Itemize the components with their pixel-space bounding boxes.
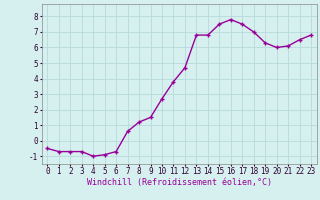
X-axis label: Windchill (Refroidissement éolien,°C): Windchill (Refroidissement éolien,°C) [87,178,272,187]
